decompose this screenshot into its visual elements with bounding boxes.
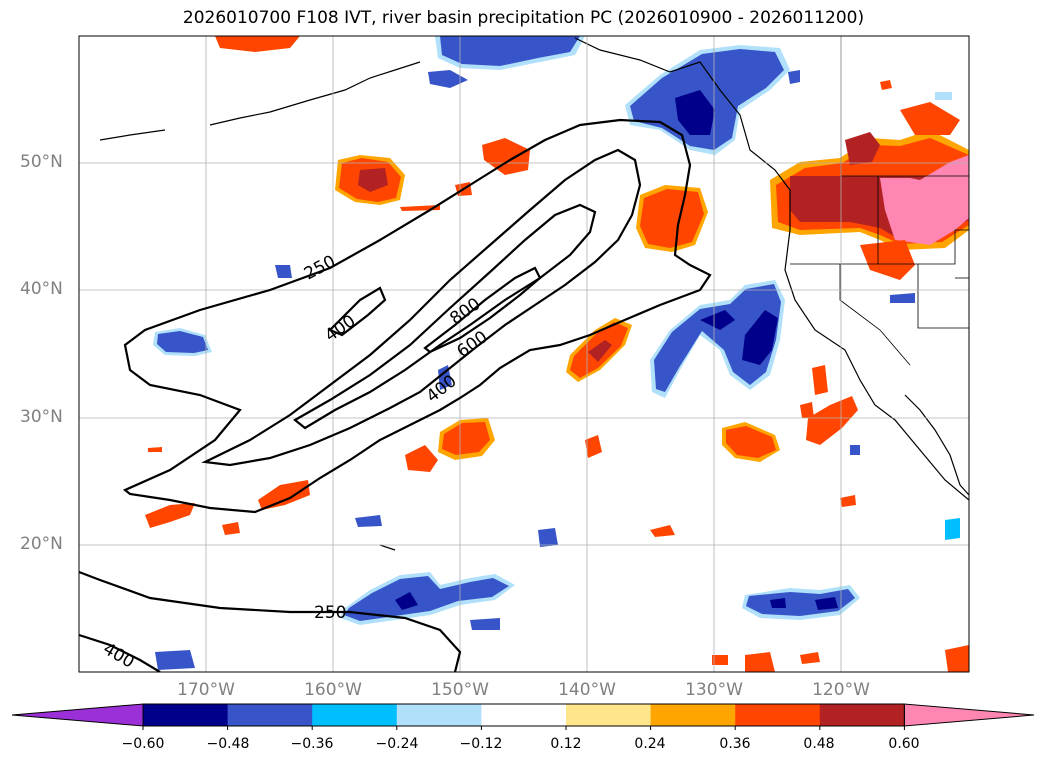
colorbar-tick-label: −0.24 (375, 736, 419, 752)
colorbar-tick-label: −0.12 (459, 736, 503, 752)
plot-frame (78, 35, 970, 673)
colorbar-segment (819, 704, 905, 726)
colorbar-tick-label: 0.48 (803, 736, 835, 752)
lat-label: 50°N (20, 152, 63, 172)
colorbar-tick-label: −0.60 (121, 736, 165, 752)
colorbar-tick-label: 0.60 (888, 736, 920, 752)
lon-label: 140°W (558, 680, 616, 700)
lat-label: 40°N (20, 279, 63, 299)
colorbar-segment (650, 704, 736, 726)
colorbar-segment (735, 704, 821, 726)
gridlines (79, 36, 969, 672)
colorbar-tick-label: 0.36 (719, 736, 751, 752)
colorbar-tick-label: −0.48 (206, 736, 250, 752)
negative-anomaly-regions (153, 36, 960, 670)
colorbar-tick-label: −0.36 (290, 736, 334, 752)
lon-label: 120°W (812, 680, 870, 700)
colorbar-border (142, 703, 905, 727)
lat-label: 30°N (20, 407, 63, 427)
contour-label: 250 (314, 603, 346, 623)
colorbar-segment (143, 704, 229, 726)
colorbar (11, 703, 1035, 730)
lat-label: 20°N (20, 534, 63, 554)
colorbar-tick-label: 0.24 (634, 736, 666, 752)
colorbar-segment (566, 704, 652, 726)
lon-label: 160°W (304, 680, 362, 700)
colorbar-extend-high (903, 703, 1035, 727)
lon-label: 150°W (431, 680, 489, 700)
colorbar-segment (481, 704, 567, 726)
lon-label: 170°W (177, 680, 235, 700)
map-title: 2026010700 F108 IVT, river basin precipi… (182, 8, 865, 28)
colorbar-tick-label: 0.12 (550, 736, 582, 752)
colorbar-segment (227, 704, 313, 726)
positive-anomaly-regions (145, 36, 969, 672)
ivt-contours (79, 118, 712, 672)
lon-label: 130°W (685, 680, 743, 700)
colorbar-segment (396, 704, 482, 726)
colorbar-segment (312, 704, 398, 726)
colorbar-extend-low (11, 703, 144, 727)
coastlines (99, 37, 969, 551)
